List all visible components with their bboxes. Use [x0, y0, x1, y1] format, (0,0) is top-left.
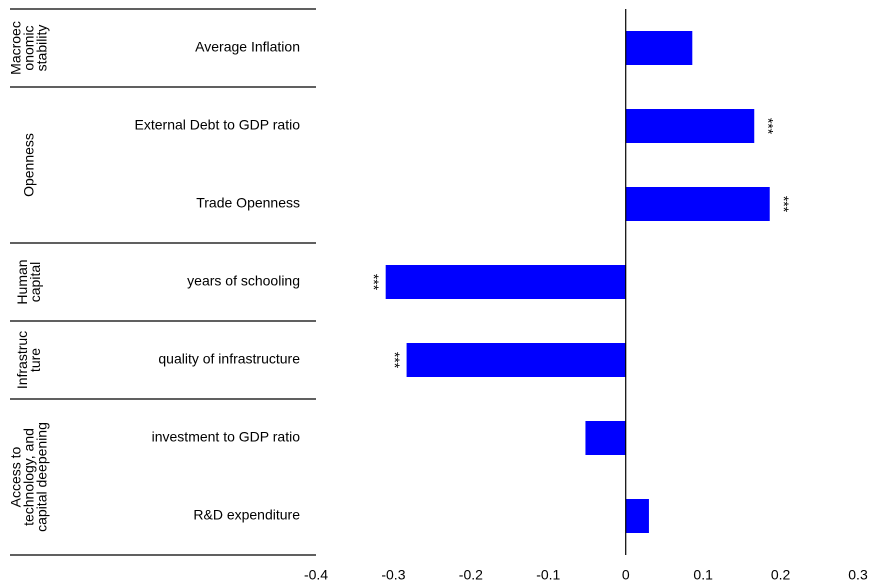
significance-label: ***: [776, 196, 792, 213]
category-label: R&D expenditure: [193, 507, 300, 523]
group-label: capital: [27, 262, 43, 302]
x-tick-label: -0.3: [381, 567, 405, 583]
bar: [625, 187, 770, 221]
bar: [625, 109, 755, 143]
bar: [385, 265, 626, 299]
group-label: Macroec: [8, 21, 24, 75]
bar: [585, 421, 626, 455]
x-tick-label: -0.2: [459, 567, 483, 583]
group-label: onomic: [21, 25, 37, 70]
bar: [406, 343, 626, 377]
x-tick-label: 0.2: [771, 567, 791, 583]
category-label: quality of infrastructure: [158, 351, 300, 367]
group-label: Infrastruc: [14, 331, 30, 389]
significance-label: ***: [387, 352, 403, 369]
category-label: investment to GDP ratio: [152, 429, 301, 445]
bar: [625, 31, 693, 65]
group-label: ture: [27, 348, 43, 372]
significance-label: ***: [761, 118, 777, 135]
bar: [625, 499, 649, 533]
group-label: capital deepening: [34, 422, 50, 532]
x-tick-label: 0.1: [693, 567, 713, 583]
group-label: Human: [14, 259, 30, 304]
x-tick-label: 0: [622, 567, 630, 583]
x-tick-label: -0.1: [536, 567, 560, 583]
group-label: Openness: [21, 133, 37, 197]
category-label: Trade Openness: [196, 195, 300, 211]
category-label: External Debt to GDP ratio: [135, 117, 301, 133]
category-label: years of schooling: [187, 273, 300, 289]
significance-label: ***: [366, 274, 382, 291]
x-tick-label: 0.3: [848, 567, 868, 583]
group-label: technology, and: [21, 428, 37, 526]
category-label: Average Inflation: [195, 39, 300, 55]
group-label: stability: [34, 25, 50, 72]
x-tick-label: -0.4: [304, 567, 328, 583]
group-label: Access to: [8, 446, 24, 507]
